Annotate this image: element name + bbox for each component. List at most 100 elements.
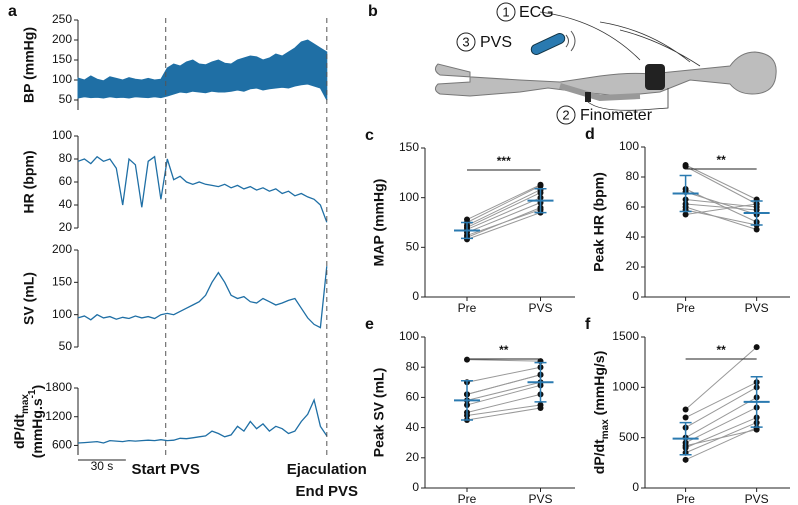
y-tick-label: 20 [626, 259, 640, 273]
pair-line [466, 384, 541, 406]
y-tick-label: 100 [399, 190, 419, 204]
significance: ** [499, 343, 509, 357]
y-axis-label: MAP (mmHg) [371, 179, 387, 267]
y-tick-label: 200 [52, 242, 72, 256]
panel-label: f [585, 316, 591, 333]
data-point [753, 426, 760, 433]
label-text: ECG [519, 4, 554, 21]
pair-line [466, 407, 541, 421]
data-point [682, 414, 689, 421]
scale-bar-label: 30 s [91, 459, 114, 473]
y-axis-label: (mmHg.s-1) [27, 385, 45, 458]
y-tick-label: 0 [632, 480, 639, 494]
y-tick-label: 1500 [612, 329, 639, 343]
bp-band [77, 39, 328, 101]
y-tick-label: 50 [59, 339, 73, 353]
data-point [682, 456, 689, 463]
vibrator [530, 33, 566, 55]
pair-line [685, 203, 757, 211]
pair-line [685, 381, 757, 418]
pair-line [466, 189, 541, 226]
label-number: 2 [562, 107, 569, 122]
data-point [682, 406, 689, 413]
panel-label: a [8, 3, 17, 20]
panel-label: c [365, 127, 374, 144]
y-tick-label: 60 [406, 390, 420, 404]
pair-line [685, 164, 757, 200]
y-tick-label: 0 [412, 289, 419, 303]
data-point [753, 226, 760, 233]
y-tick-label: 200 [52, 32, 72, 46]
label-part: dP/dt [11, 414, 27, 449]
event-label: Ejaculation [287, 461, 367, 478]
y-tick-label: 0 [412, 480, 419, 494]
label-part: (mmHg/s) [591, 351, 607, 419]
significance: *** [497, 154, 511, 168]
pair-line [685, 396, 757, 439]
arm [559, 83, 641, 102]
pair-line [685, 427, 757, 461]
x-tick-label: PVS [745, 492, 769, 505]
pair-line [466, 366, 541, 383]
number-circle [496, 2, 516, 22]
y-tick-label: 600 [52, 438, 72, 452]
pair-line [466, 202, 541, 233]
pair-line [685, 346, 757, 410]
pair-line [466, 404, 541, 417]
y-tick-label: 1200 [45, 409, 72, 423]
y-axis-label: BP (mmHg) [21, 27, 37, 103]
y-tick-label: 80 [59, 151, 73, 165]
finger-cuff [585, 92, 591, 102]
y-tick-label: 50 [59, 92, 73, 106]
y-tick-label: 100 [619, 139, 639, 153]
y-tick-label: 500 [619, 430, 639, 444]
pair-line [466, 192, 541, 228]
pair-line [685, 429, 757, 447]
significance: ** [716, 343, 726, 357]
pair-line [466, 393, 541, 413]
body-diagram: b 1 ECG 3 PVS 2 Finometer [368, 2, 777, 125]
y-tick-label: 40 [626, 229, 640, 243]
cuff [645, 64, 665, 90]
label-sup: -1 [27, 389, 38, 398]
panel-label: d [585, 126, 595, 143]
y-tick-label: 150 [399, 140, 419, 154]
label-number: 1 [502, 4, 509, 19]
y-tick-label: 250 [52, 12, 72, 26]
number-circle [556, 105, 576, 125]
y-tick-label: 1800 [45, 380, 72, 394]
y-tick-label: 80 [626, 169, 640, 183]
pair-line [466, 381, 541, 401]
data-point [464, 216, 470, 223]
y-tick-label: 20 [406, 450, 420, 464]
x-tick-label: Pre [676, 301, 695, 315]
significance: ** [716, 153, 726, 167]
pair-line [466, 212, 541, 240]
y-tick-label: 60 [59, 174, 73, 188]
pair-line [466, 185, 541, 223]
vibration [565, 30, 576, 52]
y-tick-label: 40 [59, 197, 73, 211]
panel-label: e [365, 316, 374, 333]
data-point [753, 344, 760, 351]
pair-line [685, 206, 757, 230]
y-tick-label: 100 [52, 72, 72, 86]
pair-line [466, 207, 541, 238]
label-part: dP/dt [591, 439, 607, 474]
x-tick-label: PVS [745, 301, 769, 315]
x-tick-label: PVS [528, 301, 552, 315]
finometer-wire [587, 88, 669, 111]
y-axis-label: Peak HR (bpm) [591, 172, 607, 272]
label-sub: max [600, 419, 611, 439]
y-axis-label: Peak SV (mL) [371, 368, 387, 457]
pair-line [685, 203, 757, 215]
label-part: ) [29, 385, 45, 390]
data-point [464, 356, 470, 363]
label-sub: max [20, 394, 31, 414]
x-tick-label: Pre [458, 492, 477, 505]
y-tick-label: 20 [59, 220, 73, 234]
label-part: (mmHg.s [29, 398, 45, 458]
label-number: 3 [462, 34, 469, 49]
y-tick-label: 100 [399, 329, 419, 343]
